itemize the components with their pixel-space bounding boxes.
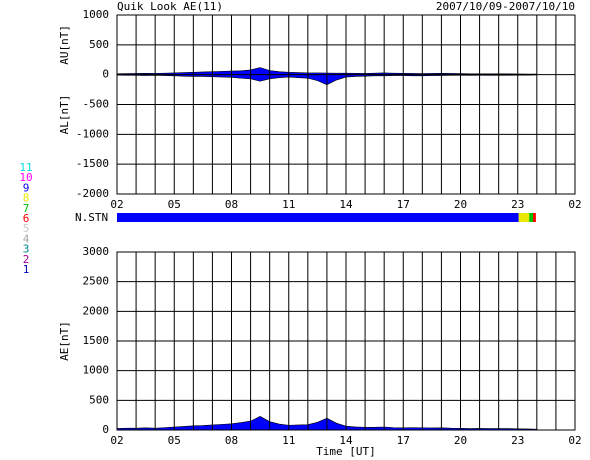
y-tick-label: 3000 [83,245,110,258]
x-tick-label: 17 [397,434,410,447]
x-tick-label: 23 [511,434,524,447]
y-axis-label: AL[nT] [58,95,71,135]
plot-frame [116,14,576,195]
y-tick-label: -1500 [76,157,109,170]
station-legend: 4 [23,232,30,245]
station-bar [117,213,519,222]
x-axis-label: Time [UT] [316,445,376,458]
x-tick-label: 05 [168,434,181,447]
x-tick-label: 02 [568,434,581,447]
station-bar [529,213,534,222]
y-axis-label: AE[nT] [58,321,71,361]
y-tick-label: -1000 [76,127,109,140]
x-tick-label: 11 [282,434,295,447]
y-tick-label: 1500 [83,334,110,347]
area [116,67,538,75]
y-tick-label: 1000 [83,364,110,377]
x-tick-label: 20 [454,434,467,447]
chart-title: Quik Look AE(11) [117,0,223,13]
y-tick-label: 500 [89,393,109,406]
station-legend: 8 [23,192,30,205]
y-axis-label: AU[nT] [58,25,71,65]
y-tick-label: 2500 [83,275,110,288]
x-tick-label: 08 [225,198,238,211]
x-tick-label: 02 [110,198,123,211]
x-tick-label: 14 [339,434,353,447]
plot-frame [116,251,576,431]
x-tick-label: 02 [110,434,123,447]
x-tick-label: 05 [168,198,181,211]
station-legend: 1 [23,263,30,276]
station-bar [518,213,530,222]
stations-label: N.STN [75,211,108,224]
station-legend: 5 [23,222,30,235]
date-range: 2007/10/09-2007/10/10 [436,0,575,13]
x-tick-label: 23 [511,198,524,211]
y-tick-label: 1000 [83,8,110,21]
x-tick-label: 17 [397,198,410,211]
y-tick-label: -2000 [76,187,109,200]
y-tick-label: -500 [83,98,110,111]
x-tick-label: 11 [282,198,295,211]
station-legend: 11 [19,161,32,174]
x-tick-label: 20 [454,198,467,211]
y-tick-label: 0 [102,423,109,436]
station-legend: 7 [23,202,30,215]
station-legend: 10 [19,171,32,184]
y-tick-label: 2000 [83,304,110,317]
station-bar [533,213,536,222]
station-legend: 2 [23,253,30,266]
station-legend: 6 [23,212,30,225]
x-tick-label: 02 [568,198,581,211]
station-legend: 9 [23,181,30,194]
y-tick-label: 500 [89,38,109,51]
station-legend: 3 [23,243,30,256]
y-tick-label: 0 [102,68,109,81]
x-tick-label: 14 [339,198,353,211]
x-tick-label: 08 [225,434,238,447]
